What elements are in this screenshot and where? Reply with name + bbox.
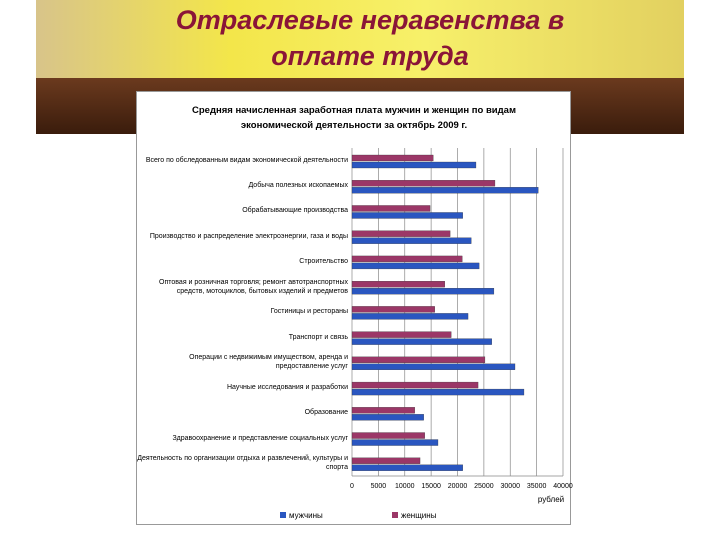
x-tick-label: 25000: [474, 483, 494, 490]
bar: [351, 432, 425, 439]
legend-label: мужчины: [289, 511, 323, 520]
x-tick-label: 35000: [527, 483, 547, 490]
x-tick-label: 15000: [421, 483, 441, 490]
category-label: Всего по обследованным видам экономическ…: [145, 157, 348, 164]
bar: [351, 464, 463, 471]
category-label: Деятельность по организации отдыха и раз…: [137, 455, 348, 472]
bar: [351, 381, 479, 389]
bar: [351, 255, 463, 263]
x-tick-label: 40000: [553, 483, 573, 490]
chart-title: Средняя начисленная заработная плата муж…: [192, 105, 516, 131]
category-label: Строительство: [299, 257, 348, 265]
category-label: Производство и распределение электроэнер…: [149, 232, 348, 240]
bar: [351, 407, 415, 414]
x-tick-label: 20000: [448, 483, 468, 490]
x-tick-label: 5000: [371, 483, 387, 490]
bar: [351, 331, 452, 338]
bar: [351, 154, 434, 162]
bar: [351, 288, 495, 295]
bar: [351, 313, 469, 320]
category-label: Образование: [304, 409, 348, 417]
bar: [351, 205, 431, 212]
legend-label: женщины: [401, 511, 437, 520]
bar: [351, 338, 492, 345]
category-label: Гостиницы и рестораны: [270, 308, 348, 316]
bar: [351, 439, 439, 446]
bar: [351, 457, 421, 464]
x-tick-label: 10000: [395, 483, 415, 490]
bar: [351, 281, 445, 288]
bar: [351, 414, 424, 421]
bar: [351, 237, 472, 244]
background-top: [36, 0, 684, 80]
x-axis-label: рублей: [538, 495, 564, 504]
bar: [351, 212, 463, 219]
bar: [351, 230, 451, 237]
bar: [351, 388, 525, 396]
category-label: Оптовая и розничная торговля; ремонт авт…: [159, 278, 348, 295]
category-label: Добыча полезных ископаемых: [248, 182, 348, 190]
bar: [351, 356, 486, 363]
category-label: Транспорт и связь: [288, 333, 348, 341]
category-label: Научные исследования и разработки: [227, 384, 348, 392]
bar: [351, 262, 480, 270]
legend-swatch: [280, 512, 286, 518]
legend-swatch: [392, 512, 398, 518]
x-tick-label: 0: [350, 483, 354, 490]
bar: [351, 161, 477, 169]
bar: [351, 306, 435, 313]
x-tick-label: 30000: [501, 483, 521, 490]
bar: [351, 180, 496, 187]
category-label: Операции с недвижимым имуществом, аренда…: [189, 354, 348, 371]
category-label: Обрабатывающие производства: [242, 207, 348, 215]
bar: [351, 187, 539, 194]
bar: [351, 363, 516, 370]
slide-title: Отраслевые неравенства в оплате труда: [175, 5, 565, 71]
category-label: Здравоохранение и представление социальн…: [172, 434, 348, 442]
